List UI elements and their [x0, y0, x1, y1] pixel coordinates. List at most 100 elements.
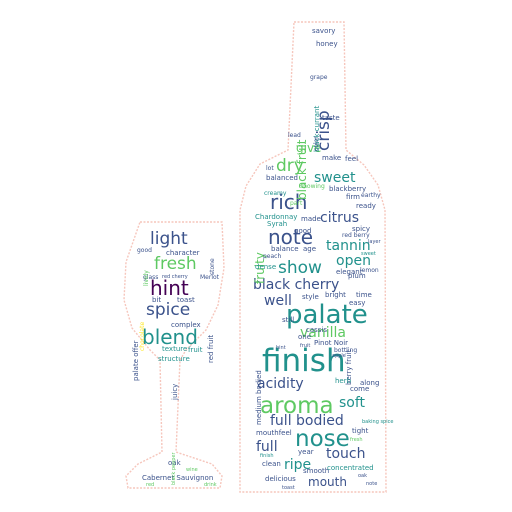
- word-oak-small: oak: [358, 473, 368, 479]
- word-show: show: [278, 258, 322, 278]
- word-nose: nose: [295, 426, 350, 452]
- word-plum: plum: [348, 272, 366, 280]
- word-structure: structure: [158, 355, 190, 363]
- word-ready: ready: [356, 202, 376, 210]
- word-red-fruit: red fruit: [207, 334, 215, 363]
- word-showing: showing: [300, 183, 325, 190]
- word-come: come: [350, 385, 370, 393]
- word-grape: grape: [310, 74, 328, 81]
- word-note-small: note: [366, 481, 378, 487]
- word-year: year: [298, 448, 314, 456]
- word-tannin: tannin: [326, 238, 371, 254]
- word-time: time: [356, 291, 372, 299]
- word-glass: glass: [143, 274, 159, 281]
- word-sweet: sweet: [314, 170, 356, 186]
- word-rich: rich: [270, 190, 308, 214]
- word-made: made: [301, 215, 321, 223]
- word-black-cherry: black cherry: [253, 277, 340, 293]
- word-oak-glass: oak: [168, 459, 181, 467]
- word-make: make: [322, 154, 342, 162]
- word-herb: herb: [335, 377, 352, 385]
- word-red-berry: red berry: [342, 232, 370, 239]
- word-black-pepper: black pepper: [171, 452, 177, 485]
- word-acidity: acidity: [257, 376, 304, 392]
- word-firm: firm: [346, 193, 360, 201]
- word-baking-spice: baking spice: [362, 419, 394, 425]
- word-character: character: [166, 249, 200, 257]
- word-hint-small: hint: [276, 345, 286, 351]
- word-well: well: [264, 293, 292, 309]
- word-cassis: cassis: [306, 326, 328, 334]
- word-along: along: [360, 379, 380, 387]
- word-earthy: earthy: [361, 192, 381, 199]
- word-bit: bit: [152, 296, 162, 304]
- word-ripe: ripe: [284, 457, 312, 473]
- word-spice: spice: [146, 300, 191, 320]
- word-one: one: [298, 333, 312, 341]
- word-concentrated: concentrated: [327, 464, 374, 472]
- word-style: style: [302, 293, 319, 301]
- word-feel: feel: [345, 155, 359, 163]
- word-blend: blend: [142, 325, 198, 349]
- word-lead: lead: [288, 132, 301, 139]
- word-easy: easy: [349, 299, 366, 307]
- word-hint: hint: [150, 276, 189, 300]
- word-give: give: [296, 141, 322, 155]
- word-dry: dry: [276, 156, 304, 176]
- word-age: age: [303, 245, 317, 253]
- word-tight: tight: [352, 427, 369, 435]
- word-bottling: bottling: [334, 347, 358, 354]
- word-full: full: [256, 439, 278, 455]
- word-open: open: [336, 253, 371, 269]
- word-layer: layer: [368, 239, 381, 245]
- word-peach: peach: [263, 253, 282, 260]
- word-texture: texture: [162, 345, 188, 353]
- word-fresh-small: fresh: [350, 437, 363, 443]
- word-sweet-small: sweet: [361, 251, 376, 257]
- word-balance: balance: [271, 245, 299, 253]
- word-balanced: balanced: [266, 174, 299, 182]
- word-full-bodied: full bodied: [270, 413, 344, 429]
- word-tiny-a: red: [146, 482, 155, 488]
- word-lively: lively: [143, 270, 150, 286]
- word-color: color: [313, 136, 320, 151]
- word-black-fruit: black fruit: [295, 139, 309, 200]
- word-stone: stone: [209, 258, 216, 275]
- word-cabernet-sauvignon: Cabernet Sauvignon: [142, 474, 214, 482]
- word-fresh: fresh: [154, 254, 197, 274]
- word-mouth: mouth: [308, 475, 347, 489]
- word-toast-small: toast: [282, 485, 295, 491]
- word-part: part: [290, 200, 303, 207]
- word-apple: apple: [332, 353, 346, 359]
- word-fruit-small: fruit: [300, 343, 311, 349]
- word-mouthfeel: mouthfeel: [256, 429, 292, 437]
- word-blackberry: blackberry: [329, 185, 367, 193]
- word-vanilla: vanilla: [300, 325, 346, 341]
- word-smooth: smooth: [303, 467, 330, 475]
- word-clean: clean: [262, 460, 281, 468]
- word-juicy: juicy: [171, 383, 179, 400]
- word-toast: toast: [177, 296, 195, 304]
- word-citrus: citrus: [320, 210, 359, 226]
- word-medium-bodied: medium bodied: [255, 370, 263, 425]
- word-bright: bright: [325, 291, 346, 299]
- word-tiny-b: wine: [186, 467, 198, 473]
- word-light: light: [150, 229, 188, 249]
- word-chardonnay: Chardonnay: [255, 213, 298, 221]
- word-red-cherry: red cherry: [162, 274, 188, 280]
- word-good-glass: good: [137, 247, 152, 254]
- word-delicious: delicious: [265, 475, 296, 483]
- word-finish-small: finish: [260, 453, 274, 459]
- word-touch: touch: [326, 446, 366, 462]
- word-merlot: Merlot: [200, 274, 220, 281]
- word-still: still: [282, 316, 295, 324]
- word-lot: lot: [266, 165, 274, 172]
- word-aroma: aroma: [260, 393, 334, 419]
- word-palate: palate: [286, 300, 368, 330]
- word-chocolate: chocolate: [139, 321, 146, 351]
- word-soft: soft: [339, 395, 366, 411]
- word-good: good: [294, 227, 312, 235]
- word-spicy: spicy: [352, 225, 371, 233]
